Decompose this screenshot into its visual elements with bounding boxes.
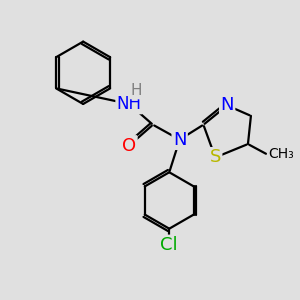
Text: N: N bbox=[220, 97, 234, 115]
Text: H: H bbox=[131, 83, 142, 98]
Text: NH: NH bbox=[117, 95, 142, 113]
Text: CH₃: CH₃ bbox=[269, 148, 295, 161]
Text: S: S bbox=[210, 148, 221, 166]
Text: N: N bbox=[173, 130, 186, 148]
Text: O: O bbox=[122, 136, 136, 154]
Text: Cl: Cl bbox=[160, 236, 178, 254]
